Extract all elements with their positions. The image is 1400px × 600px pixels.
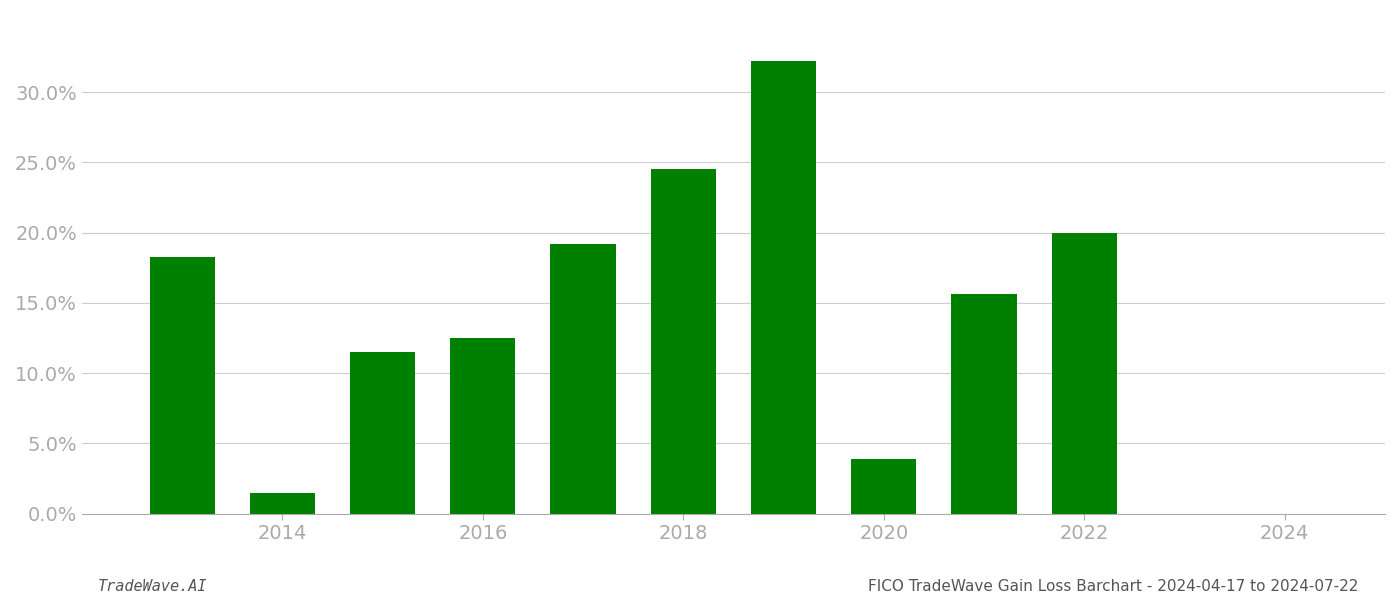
Bar xyxy=(550,244,616,514)
Text: TradeWave.AI: TradeWave.AI xyxy=(98,579,207,594)
Bar xyxy=(350,352,416,514)
Bar xyxy=(451,338,515,514)
Bar xyxy=(952,295,1016,514)
Bar xyxy=(150,257,214,514)
Text: FICO TradeWave Gain Loss Barchart - 2024-04-17 to 2024-07-22: FICO TradeWave Gain Loss Barchart - 2024… xyxy=(868,579,1358,594)
Bar xyxy=(750,61,816,514)
Bar xyxy=(651,169,715,514)
Bar xyxy=(249,493,315,514)
Bar xyxy=(1051,233,1117,514)
Bar xyxy=(851,459,917,514)
